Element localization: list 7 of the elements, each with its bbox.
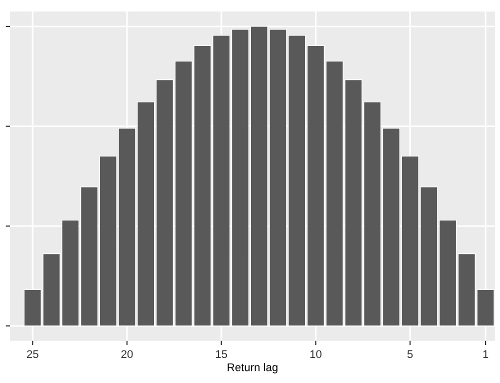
x-tick-label: 15 [216, 350, 228, 358]
x-axis-title: Return lag [228, 363, 278, 374]
x-tick-label: 25 [27, 350, 38, 358]
x-tick-label: 1 [483, 350, 488, 358]
x-tick-label: 20 [121, 350, 133, 358]
x-tick-label: 10 [310, 350, 322, 358]
x-tick-label: 5 [407, 350, 413, 358]
